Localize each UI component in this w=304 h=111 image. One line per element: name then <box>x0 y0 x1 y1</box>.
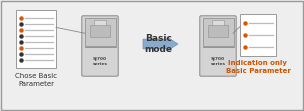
FancyBboxPatch shape <box>200 16 236 76</box>
FancyBboxPatch shape <box>82 16 118 76</box>
Text: SJ700
series: SJ700 series <box>210 57 226 66</box>
Bar <box>90 25 110 37</box>
Polygon shape <box>143 37 178 51</box>
Bar <box>85 19 116 47</box>
Bar <box>16 10 56 68</box>
Text: Chose Basic
Parameter: Chose Basic Parameter <box>15 73 57 86</box>
Bar <box>202 19 233 47</box>
Bar <box>240 14 276 56</box>
Bar <box>212 21 224 26</box>
Text: Indication only
Basic Parameter: Indication only Basic Parameter <box>226 60 290 73</box>
Text: SJ700
series: SJ700 series <box>92 57 108 66</box>
Bar <box>94 21 106 26</box>
Bar <box>208 25 228 37</box>
Text: Basic
mode: Basic mode <box>144 34 172 54</box>
